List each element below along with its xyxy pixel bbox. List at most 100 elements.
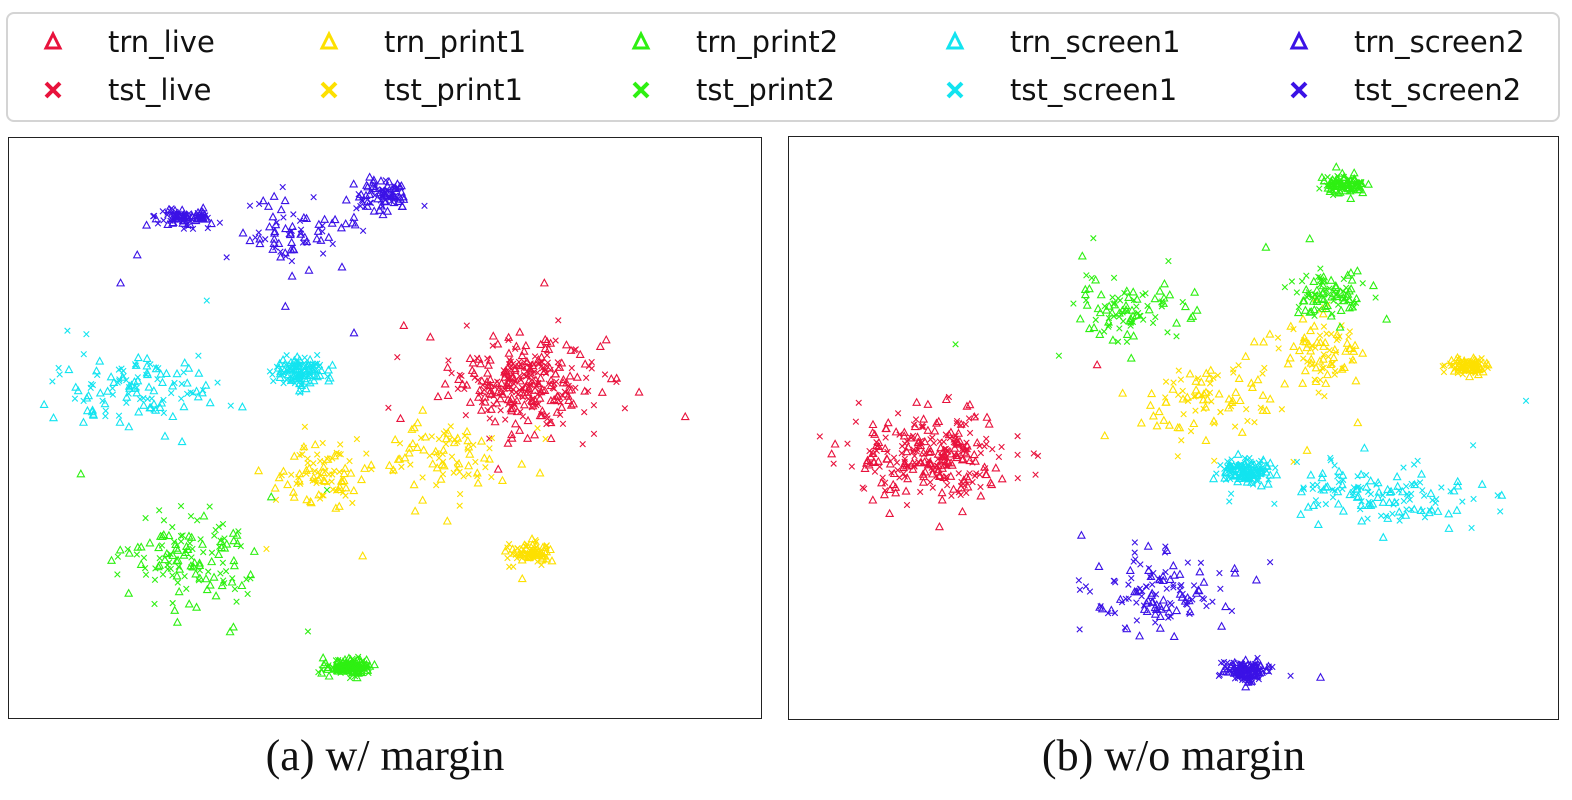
trn-print1-point [477, 436, 487, 445]
trn-screen2-point [365, 172, 375, 181]
tst-print2-point [1142, 290, 1149, 297]
trn-screen2-point [1144, 565, 1154, 575]
trn-screen1-point [305, 354, 315, 364]
trn-screen1-point [1433, 506, 1443, 515]
tst-print2-point [247, 575, 254, 582]
trn-live-point [440, 379, 450, 388]
tst-live-point [929, 434, 936, 441]
tst-screen2-point [255, 229, 262, 236]
tst-screen1-point [1379, 492, 1386, 499]
tst-screen2-point [1162, 568, 1169, 576]
trn-print1-point [1189, 418, 1199, 428]
tst-print2-point [364, 665, 371, 672]
trn-print2-point [249, 546, 259, 555]
tst-print1-point [1278, 406, 1286, 413]
triangle-marker-icon [43, 30, 63, 50]
trn-print1-point [1283, 359, 1293, 368]
tst-screen1-point [266, 368, 274, 375]
trn-screen1-point [1357, 516, 1367, 525]
tst-print1-point [1459, 371, 1466, 378]
trn-live-point [503, 438, 513, 447]
tst-live-point [542, 370, 550, 377]
trn-live-point [827, 449, 837, 458]
trn-print1-point [1154, 406, 1164, 416]
tst-print2-point [1109, 294, 1116, 301]
tst-screen1-point [87, 384, 94, 392]
trn-print2-point [1124, 292, 1134, 302]
trn-live-point [916, 457, 926, 467]
trn-screen2-point [349, 212, 359, 221]
tst-print2-point [193, 517, 201, 524]
tst-print1-point [310, 460, 317, 467]
trn-live-point [443, 390, 453, 399]
trn-screen2-point [330, 214, 340, 224]
trn-screen1-point [146, 402, 156, 412]
trn-print1-point [420, 432, 430, 441]
tst-print2-point [160, 517, 168, 524]
tst-print1-point [433, 482, 440, 489]
tst-print1-point [1162, 378, 1170, 385]
trn-print2-point [124, 588, 134, 597]
trn-screen2-point [365, 189, 375, 198]
trn-print1-point [1306, 358, 1316, 367]
trn-print1-point [366, 460, 376, 469]
tst-live-point [989, 446, 996, 453]
tst-print2-point [1090, 235, 1097, 242]
trn-screen1-point [1497, 490, 1507, 499]
trn-screen1-point [193, 392, 203, 401]
trn-screen1-point [160, 431, 170, 440]
trn-print1-point [1201, 368, 1211, 377]
trn-live-point [923, 425, 933, 434]
tst-screen1-point [1239, 466, 1246, 474]
trn-screen1-point [139, 400, 149, 409]
tst-screen2-point [373, 186, 381, 193]
trn-print1-point [1329, 352, 1339, 362]
trn-print2-point [1326, 311, 1336, 320]
tst-screen1-point [160, 396, 167, 404]
tst-screen1-point [64, 327, 71, 334]
tst-screen2-point [1186, 610, 1193, 618]
trn-live-point [912, 397, 922, 406]
tst-screen1-point [1265, 476, 1272, 483]
tst-live-point [977, 483, 984, 491]
tst-print2-point [1110, 300, 1117, 308]
tst-screen1-point [154, 376, 161, 383]
tst-print2-point [169, 599, 176, 607]
trn-screen2-point [313, 226, 323, 235]
tst-live-point [520, 364, 528, 372]
tst-print1-point [453, 464, 461, 472]
tst-screen2-point [359, 227, 367, 235]
trn-print1-point [1457, 362, 1467, 371]
tst-print1-point [1329, 360, 1336, 368]
trn-live-point [580, 386, 590, 395]
tst-live-point [871, 468, 879, 475]
trn-live-point [480, 397, 490, 406]
trn-live-point [946, 471, 956, 480]
tst-print1-point [1448, 362, 1455, 370]
trn-live-point [487, 389, 497, 398]
trn-screen2-point [274, 238, 284, 247]
trn-screen2-point [1147, 597, 1157, 606]
trn-screen2-point [168, 218, 178, 227]
tst-screen2-point [290, 211, 297, 218]
trn-print2-point [1108, 335, 1118, 344]
tst-screen2-point [1075, 577, 1083, 584]
trn-live-point [545, 363, 555, 372]
trn-screen2-point [271, 219, 281, 229]
tst-print1-point [1274, 334, 1282, 341]
tst-screen2-point [319, 228, 326, 235]
tst-live-point [536, 360, 544, 367]
x-marker-icon [946, 81, 964, 99]
trn-live-point [521, 340, 531, 350]
tst-print2-point [1372, 294, 1379, 301]
trn-print1-point [1145, 400, 1155, 409]
tst-live-point [559, 420, 567, 427]
trn-print1-point [1148, 411, 1158, 420]
tst-live-point [484, 355, 491, 362]
tst-screen1-point [1272, 464, 1279, 472]
tst-print2-point [205, 568, 212, 575]
tst-print1-point [1257, 404, 1264, 411]
tst-print1-point [417, 434, 425, 442]
trn-print1-point [1159, 415, 1169, 424]
trn-screen2-point [1135, 631, 1145, 640]
